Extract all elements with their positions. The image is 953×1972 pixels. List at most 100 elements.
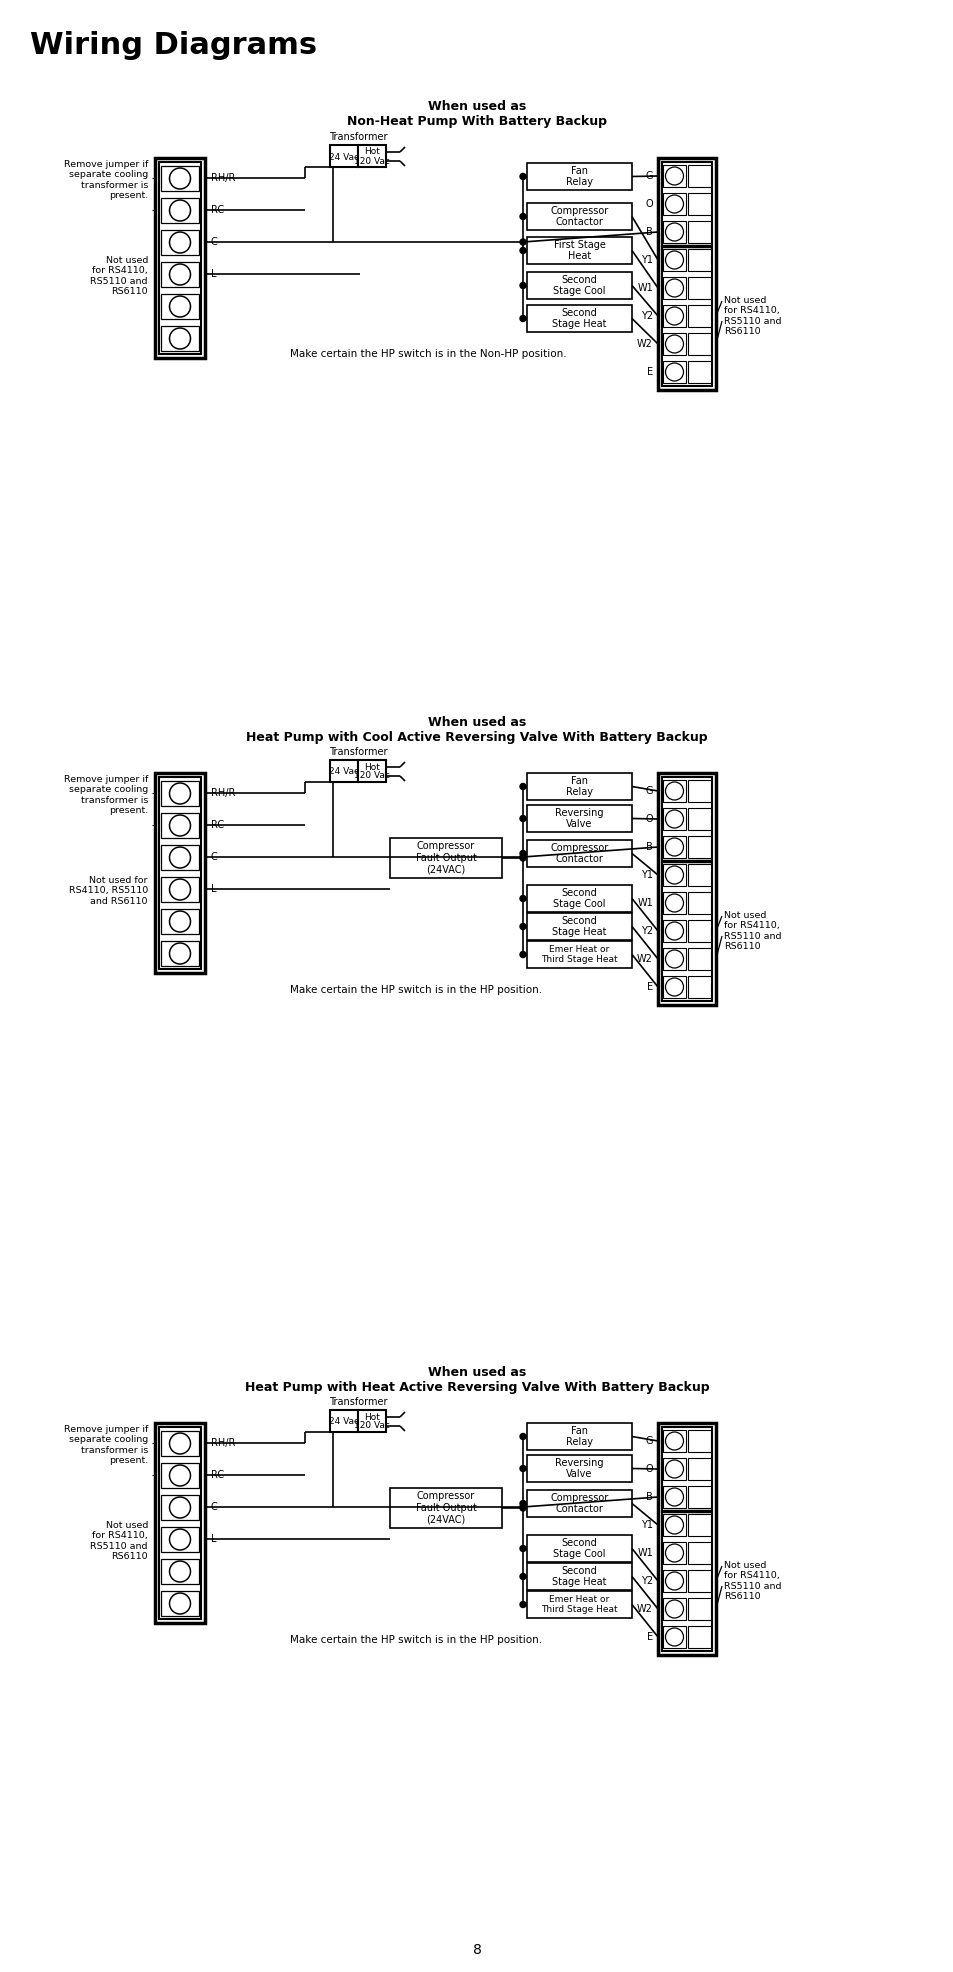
Bar <box>161 1432 199 1455</box>
Text: 120 Vac: 120 Vac <box>354 156 390 166</box>
Text: L: L <box>211 268 216 278</box>
Text: L: L <box>211 1534 216 1544</box>
Bar <box>662 248 685 270</box>
Text: Transformer: Transformer <box>329 1396 387 1406</box>
Bar <box>330 1410 357 1432</box>
Bar <box>687 1542 710 1564</box>
Circle shape <box>519 282 525 288</box>
Text: Remove jumper if
separate cooling
transformer is
present.: Remove jumper if separate cooling transf… <box>64 160 148 199</box>
Bar <box>687 276 710 300</box>
Bar <box>161 878 199 901</box>
Bar <box>658 1424 716 1655</box>
Circle shape <box>519 1505 525 1511</box>
Bar <box>161 325 199 351</box>
Text: Make certain the HP switch is in the Non-HP position.: Make certain the HP switch is in the Non… <box>290 349 566 359</box>
Text: RH/R: RH/R <box>211 1438 235 1447</box>
Text: When used as: When used as <box>428 716 525 728</box>
Circle shape <box>519 1434 525 1440</box>
Text: 120 Vac: 120 Vac <box>354 771 390 781</box>
Bar <box>154 158 205 359</box>
Text: Second
Stage Cool: Second Stage Cool <box>553 887 605 909</box>
Bar <box>161 1463 199 1489</box>
Text: Second
Stage Heat: Second Stage Heat <box>552 1566 606 1587</box>
Circle shape <box>519 856 525 862</box>
Bar <box>687 864 710 885</box>
Bar <box>687 1514 710 1536</box>
Circle shape <box>519 1465 525 1471</box>
Circle shape <box>519 783 525 789</box>
Text: Y1: Y1 <box>640 870 652 880</box>
Bar <box>662 949 685 970</box>
Text: Non-Heat Pump With Battery Backup: Non-Heat Pump With Battery Backup <box>347 116 606 128</box>
Bar <box>662 1487 685 1509</box>
Text: 120 Vac: 120 Vac <box>354 1422 390 1430</box>
Text: Fan
Relay: Fan Relay <box>565 166 593 187</box>
Text: 24 Vac: 24 Vac <box>329 1418 358 1426</box>
Bar <box>357 146 386 168</box>
Bar <box>330 146 357 168</box>
Text: Y2: Y2 <box>640 1576 652 1585</box>
Bar <box>161 909 199 935</box>
Bar <box>687 809 710 830</box>
Bar <box>662 1514 685 1536</box>
Bar <box>662 1570 685 1591</box>
Bar <box>159 162 201 355</box>
Text: Transformer: Transformer <box>329 747 387 757</box>
Circle shape <box>519 850 525 856</box>
Text: E: E <box>646 1633 652 1643</box>
Bar <box>526 164 631 189</box>
Text: Not used
for RS4110,
RS5110 and
RS6110: Not used for RS4110, RS5110 and RS6110 <box>91 256 148 296</box>
Text: Second
Stage Heat: Second Stage Heat <box>552 308 606 329</box>
Bar <box>526 1455 631 1483</box>
Text: RC: RC <box>211 205 224 215</box>
Bar <box>661 1428 711 1651</box>
Bar <box>161 294 199 319</box>
Circle shape <box>519 1546 525 1552</box>
Text: 24 Vac: 24 Vac <box>329 767 358 777</box>
Text: Not used for
RS4110, RS5110
and RS6110: Not used for RS4110, RS5110 and RS6110 <box>69 876 148 905</box>
Text: RC: RC <box>211 1469 224 1481</box>
Text: Reversing
Valve: Reversing Valve <box>555 1457 603 1479</box>
Bar <box>662 1597 685 1621</box>
Bar <box>662 1627 685 1649</box>
Bar <box>161 941 199 966</box>
Text: E: E <box>646 982 652 992</box>
Bar <box>687 193 710 215</box>
Text: Transformer: Transformer <box>329 132 387 142</box>
Bar <box>159 1428 201 1619</box>
Text: W2: W2 <box>637 1603 652 1613</box>
Text: W2: W2 <box>637 339 652 349</box>
Bar <box>526 306 631 331</box>
Circle shape <box>519 854 525 860</box>
Bar <box>161 1591 199 1615</box>
Bar <box>687 1430 710 1451</box>
Text: Y2: Y2 <box>640 312 652 321</box>
Text: Make certain the HP switch is in the HP position.: Make certain the HP switch is in the HP … <box>290 984 541 996</box>
Bar <box>661 777 711 1002</box>
Text: W1: W1 <box>637 284 652 294</box>
Text: Y1: Y1 <box>640 1520 652 1530</box>
Text: W2: W2 <box>637 954 652 964</box>
Text: G: G <box>645 172 652 181</box>
Bar <box>357 1410 386 1432</box>
Text: Wiring Diagrams: Wiring Diagrams <box>30 30 316 59</box>
Text: When used as: When used as <box>428 101 525 114</box>
Bar <box>687 166 710 187</box>
Text: B: B <box>645 842 652 852</box>
Bar <box>687 361 710 383</box>
Bar <box>526 272 631 300</box>
Bar <box>161 262 199 288</box>
Text: Reversing
Valve: Reversing Valve <box>555 809 603 830</box>
Text: Second
Stage Cool: Second Stage Cool <box>553 274 605 296</box>
Bar <box>161 197 199 223</box>
Text: Compressor
Contactor: Compressor Contactor <box>550 1493 608 1514</box>
Bar <box>687 306 710 327</box>
Bar <box>687 221 710 243</box>
Bar <box>687 1487 710 1509</box>
Bar <box>687 921 710 943</box>
Bar <box>687 781 710 803</box>
Text: Y2: Y2 <box>640 927 652 937</box>
Bar <box>662 333 685 355</box>
Text: B: B <box>645 227 652 237</box>
Bar <box>526 1534 631 1562</box>
